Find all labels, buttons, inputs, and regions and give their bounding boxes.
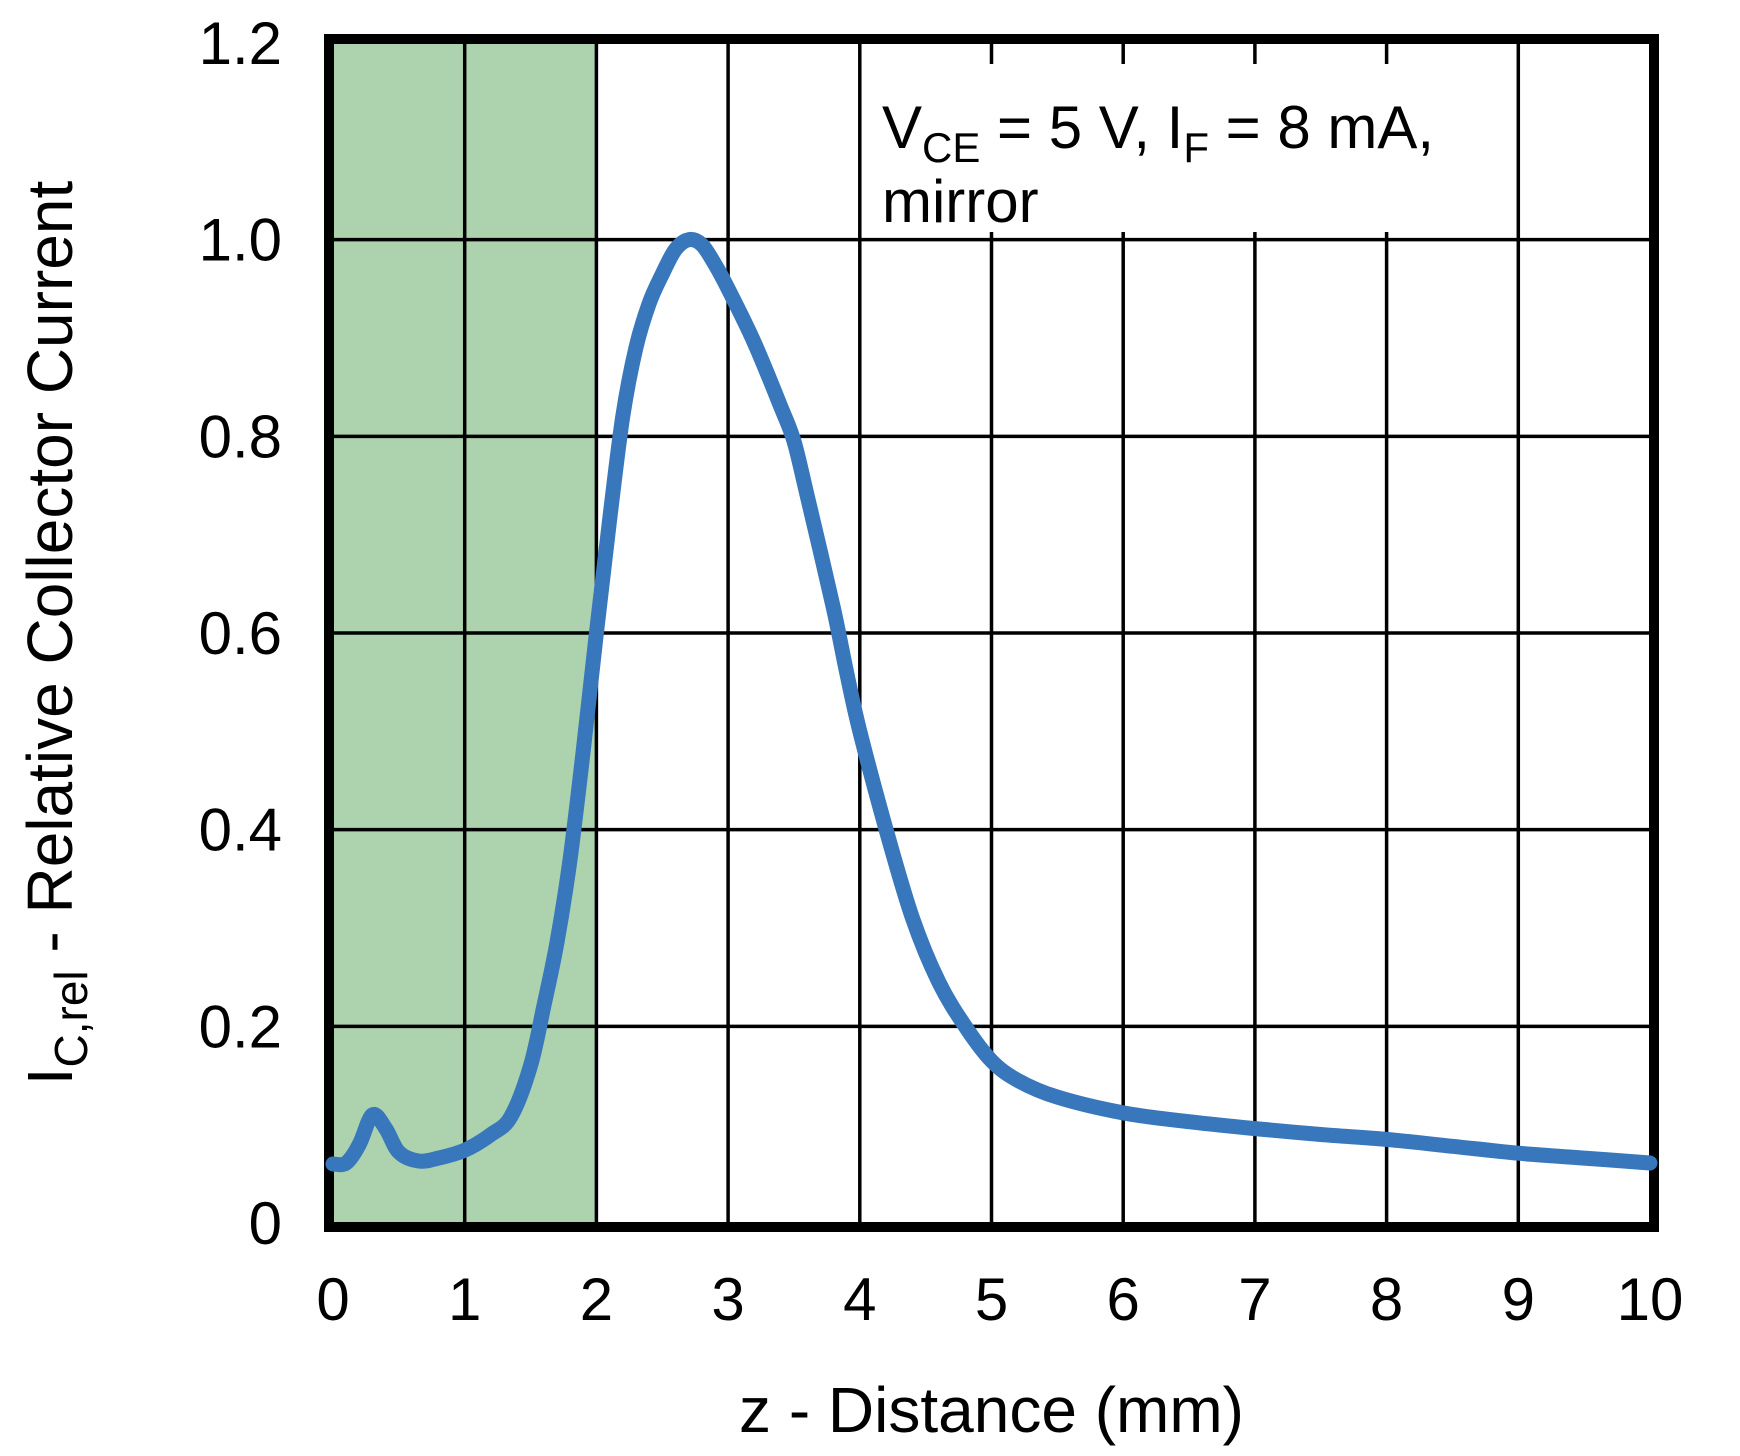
y-tick-label-1.0: 1.0 xyxy=(199,207,282,274)
plot-border-group xyxy=(324,34,1659,1232)
y-tick-labels-group: 0 0.2 0.4 0.6 0.8 1.0 1.2 xyxy=(199,10,282,1257)
x-tick-label-9: 9 xyxy=(1502,1266,1535,1333)
x-tick-label-5: 5 xyxy=(975,1266,1008,1333)
plot-border xyxy=(324,34,1659,1232)
annotation-text-group: VCE = 5 V, IF = 8 mA,mirror xyxy=(882,94,1434,235)
x-tick-label-1: 1 xyxy=(448,1266,481,1333)
x-tick-label-6: 6 xyxy=(1107,1266,1140,1333)
annotation-line-1: VCE = 5 V, IF = 8 mA, xyxy=(882,94,1434,171)
annotation-background-group xyxy=(868,64,1468,232)
x-tick-label-7: 7 xyxy=(1238,1266,1271,1333)
annotation-background xyxy=(868,64,1468,232)
y-tick-label-0.6: 0.6 xyxy=(199,600,282,667)
annotation-line-2: mirror xyxy=(882,168,1039,235)
y-axis-title-group: IC,rel - Relative Collector Current xyxy=(14,181,97,1086)
x-axis-title: z - Distance (mm) xyxy=(739,1374,1244,1446)
x-tick-label-2: 2 xyxy=(580,1266,613,1333)
x-tick-labels-group: 0 1 2 3 4 5 6 7 8 9 10 xyxy=(316,1266,1683,1333)
x-tick-label-10: 10 xyxy=(1617,1266,1684,1333)
gridlines-group xyxy=(333,43,1650,1223)
y-axis-title: IC,rel - Relative Collector Current xyxy=(14,181,97,1086)
y-tick-label-0.2: 0.2 xyxy=(199,993,282,1060)
x-tick-label-3: 3 xyxy=(711,1266,744,1333)
x-tick-label-8: 8 xyxy=(1370,1266,1403,1333)
y-tick-label-0.4: 0.4 xyxy=(199,797,282,864)
y-tick-label-1.2: 1.2 xyxy=(199,10,282,77)
data-curve xyxy=(325,231,1658,1173)
y-tick-label-0.8: 0.8 xyxy=(199,403,282,470)
y-tick-label-0: 0 xyxy=(249,1190,282,1257)
data-curve-group xyxy=(325,231,1658,1173)
x-axis-title-group: z - Distance (mm) xyxy=(739,1374,1244,1446)
x-tick-label-4: 4 xyxy=(843,1266,876,1333)
x-tick-label-0: 0 xyxy=(316,1266,349,1333)
